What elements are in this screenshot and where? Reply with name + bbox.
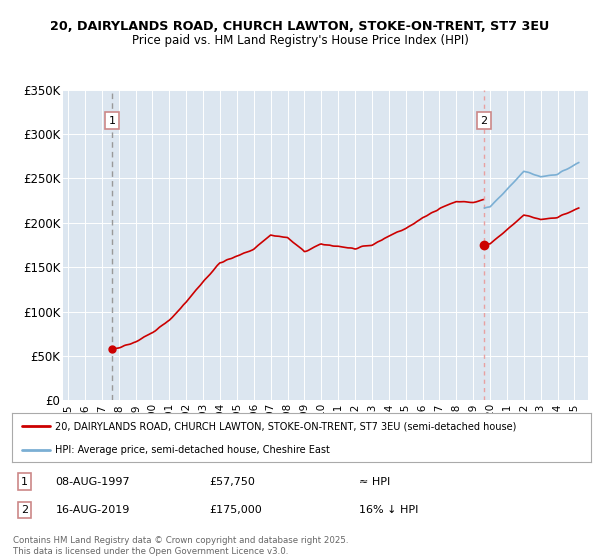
Text: Contains HM Land Registry data © Crown copyright and database right 2025.
This d: Contains HM Land Registry data © Crown c…	[13, 536, 349, 556]
Text: 2: 2	[20, 505, 28, 515]
Text: ≈ HPI: ≈ HPI	[359, 477, 391, 487]
Text: HPI: Average price, semi-detached house, Cheshire East: HPI: Average price, semi-detached house,…	[55, 445, 331, 455]
Text: 1: 1	[109, 116, 116, 125]
Text: 08-AUG-1997: 08-AUG-1997	[55, 477, 130, 487]
Text: 20, DAIRYLANDS ROAD, CHURCH LAWTON, STOKE-ON-TRENT, ST7 3EU (semi-detached house: 20, DAIRYLANDS ROAD, CHURCH LAWTON, STOK…	[55, 421, 517, 431]
Text: 2: 2	[480, 116, 487, 125]
Text: £57,750: £57,750	[209, 477, 255, 487]
Text: 1: 1	[20, 477, 28, 487]
Text: 16% ↓ HPI: 16% ↓ HPI	[359, 505, 419, 515]
Text: 16-AUG-2019: 16-AUG-2019	[55, 505, 130, 515]
Text: 20, DAIRYLANDS ROAD, CHURCH LAWTON, STOKE-ON-TRENT, ST7 3EU: 20, DAIRYLANDS ROAD, CHURCH LAWTON, STOK…	[50, 20, 550, 32]
Text: £175,000: £175,000	[209, 505, 262, 515]
Text: Price paid vs. HM Land Registry's House Price Index (HPI): Price paid vs. HM Land Registry's House …	[131, 34, 469, 46]
